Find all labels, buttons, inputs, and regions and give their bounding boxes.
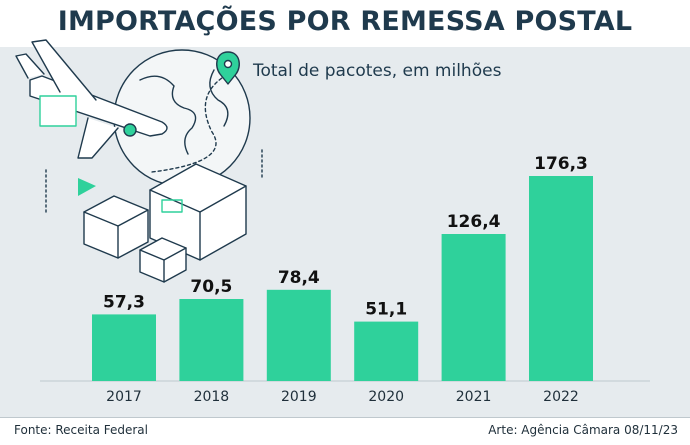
data-label-2020: 51,1 (365, 300, 407, 320)
data-label-2022: 176,3 (534, 154, 588, 174)
data-label-2017: 57,3 (103, 292, 145, 312)
data-labels: 57,3 70,5 78,4 51,1 126,4 176,3 (103, 154, 588, 320)
globe-icon (113, 49, 251, 187)
credit-note: Arte: Agência Câmara 08/11/23 (488, 423, 678, 437)
bar-2021 (441, 234, 506, 381)
x-tick-2022: 2022 (543, 389, 579, 405)
chart-title: IMPORTAÇÕES POR REMESSA POSTAL (57, 6, 633, 37)
data-label-2021: 126,4 (447, 212, 501, 232)
bar-2018 (179, 299, 244, 381)
bar-2022 (529, 176, 593, 381)
airplane-icon (15, 39, 168, 159)
map-pin-icon (216, 51, 240, 85)
footer-divider (0, 417, 690, 418)
data-label-2018: 70,5 (190, 277, 232, 297)
x-tick-2021: 2021 (456, 389, 492, 405)
x-tick-2019: 2019 (281, 389, 317, 405)
package-box-icon (149, 163, 247, 261)
chart-subtitle: Total de pacotes, em milhões (253, 61, 502, 81)
flight-route (151, 71, 233, 173)
bar-2020 (354, 321, 419, 381)
package-box-icon (83, 195, 149, 259)
x-tick-2018: 2018 (194, 389, 230, 405)
x-tick-2017: 2017 (106, 389, 142, 405)
package-box-icon (139, 237, 187, 283)
x-tick-labels: 2017 2018 2019 2020 2021 2022 (106, 389, 579, 405)
illustration (15, 39, 263, 283)
source-note: Fonte: Receita Federal (14, 423, 148, 437)
x-tick-2020: 2020 (368, 389, 404, 405)
bar-2019 (266, 289, 331, 381)
bar-2017 (92, 314, 156, 381)
data-label-2019: 78,4 (278, 268, 320, 288)
bar-series (92, 176, 593, 381)
